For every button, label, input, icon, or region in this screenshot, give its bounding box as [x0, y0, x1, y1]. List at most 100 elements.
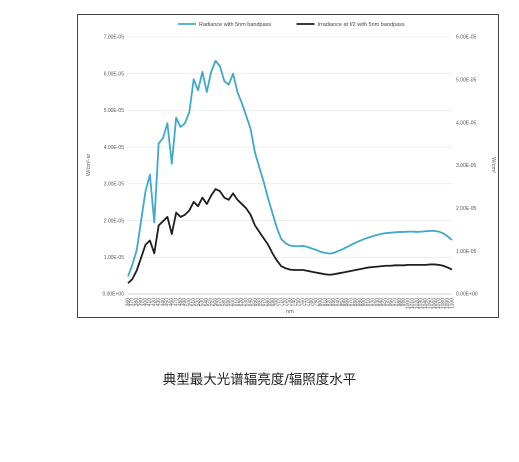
x-tick-label: 730 [287, 298, 293, 307]
x-tick-label: 450 [165, 298, 171, 307]
x-tick-label: 360 [125, 298, 131, 307]
x-tick-label: 870 [349, 298, 355, 307]
x-tick-label: 490 [182, 298, 188, 307]
y-tick-label-left: 1.00E-05 [104, 255, 125, 261]
x-tick-label: 390 [138, 298, 144, 307]
x-tick-label: 840 [335, 298, 341, 307]
series-layer [127, 59, 453, 284]
x-tick-label: 780 [309, 298, 315, 307]
y-tick-label-right: 0.00E+00 [456, 292, 478, 298]
y-tick-label-left: 7.00E-05 [104, 35, 125, 41]
x-tick-label: 860 [344, 298, 350, 307]
y-tick-label-right: 3.00E-05 [456, 163, 477, 169]
x-tick-label: 770 [305, 298, 311, 307]
x-tick-label: 530 [200, 298, 206, 307]
legend-label: Radiance with 5nm bandpass [199, 22, 271, 28]
x-tick-label: 560 [213, 298, 219, 307]
x-tick-label: 680 [265, 298, 271, 307]
y-tick-label-right: 6.00E-05 [456, 35, 477, 41]
right-axis-tick-labels: 0.00E+00 1.00E-05 2.00E-05 3.00E-05 4.00E-05… [456, 35, 478, 298]
x-tick-label: 460 [169, 298, 175, 307]
x-tick-label: 1000 [406, 298, 412, 309]
y-tick-label-left: 2.00E-05 [104, 218, 125, 224]
y-axis-title-left: W/cm²-sr [86, 154, 92, 176]
y-tick-label-right: 4.00E-05 [456, 120, 477, 126]
x-tick-label: 630 [244, 298, 250, 307]
x-tick-label: 520 [195, 298, 201, 307]
x-tick-label: 940 [379, 298, 385, 307]
x-tick-label: 990 [401, 298, 407, 307]
x-tick-label: 760 [300, 298, 306, 307]
x-tick-label: 370 [130, 298, 136, 307]
x-tick-label: 610 [235, 298, 241, 307]
legend-label: Irradiance at f/2 with 5nm bandpass [318, 22, 405, 28]
x-tick-label: 650 [252, 298, 258, 307]
x-tick-label: 1090 [445, 298, 451, 309]
x-tick-label: 710 [279, 298, 285, 307]
x-tick-label: 950 [384, 298, 390, 307]
irradiance-series-line [127, 188, 453, 284]
x-tick-label: 720 [283, 298, 289, 307]
x-tick-label: 920 [370, 298, 376, 307]
x-tick-label: 890 [357, 298, 363, 307]
x-tick-label: 600 [230, 298, 236, 307]
x-tick-label: 1040 [423, 298, 429, 309]
grid-layer [128, 36, 452, 295]
x-tick-label: 690 [270, 298, 276, 307]
x-tick-label: 420 [152, 298, 158, 307]
x-tick-label: 620 [239, 298, 245, 307]
left-axis-tick-labels: 0.00E+00 1.00E-05 2.00E-05 3.00E-05 4.00E-05… [102, 35, 124, 298]
figure-caption: 典型最大光谱辐亮度/辐照度水平 [162, 372, 357, 388]
x-tick-label: 640 [248, 298, 254, 307]
legend: Radiance with 5nm bandpass Irradiance at … [178, 22, 405, 28]
x-tick-label: 470 [173, 298, 179, 307]
x-tick-label: 1050 [427, 298, 433, 309]
y-tick-label-left: 6.00E-05 [104, 71, 125, 77]
x-tick-label: 430 [156, 298, 162, 307]
x-tick-label: 440 [160, 298, 166, 307]
x-tick-label: 790 [314, 298, 320, 307]
y-tick-label-left: 5.00E-05 [104, 108, 125, 114]
x-tick-label: 740 [292, 298, 298, 307]
x-tick-label: 930 [375, 298, 381, 307]
x-tick-label: 800 [318, 298, 324, 307]
x-tick-label: 900 [362, 298, 368, 307]
y-tick-label-left: 0.00E+00 [102, 292, 124, 298]
x-tick-label: 570 [217, 298, 223, 307]
x-tick-label: 820 [327, 298, 333, 307]
x-tick-label: 660 [257, 298, 263, 307]
x-tick-label: 700 [274, 298, 280, 307]
x-tick-label: 510 [191, 298, 197, 307]
x-tick-label: 810 [322, 298, 328, 307]
y-tick-label-right: 1.00E-05 [456, 249, 477, 255]
x-tick-label: 1080 [441, 298, 447, 309]
x-tick-label: 1010 [410, 298, 416, 309]
x-tick-label: 590 [226, 298, 232, 307]
x-tick-label: 1030 [419, 298, 425, 309]
x-tick-label: 960 [388, 298, 394, 307]
x-tick-label: 670 [261, 298, 267, 307]
radiance-series-line [127, 59, 453, 277]
spectral-chart: 0.00E+00 1.00E-05 2.00E-05 3.00E-05 4.00E-05… [86, 22, 496, 315]
y-tick-label-right: 2.00E-05 [456, 206, 477, 212]
x-tick-label: 880 [353, 298, 359, 307]
x-tick-label: 970 [392, 298, 398, 307]
x-axis-title: nm [286, 309, 294, 315]
y-tick-label-left: 3.00E-05 [104, 182, 125, 188]
x-tick-label: 580 [222, 298, 228, 307]
x-tick-label: 1020 [414, 298, 420, 309]
x-tick-label: 500 [187, 298, 193, 307]
x-tick-label: 480 [178, 298, 184, 307]
x-tick-label: 750 [296, 298, 302, 307]
x-tick-label: 540 [204, 298, 210, 307]
x-tick-label: 380 [134, 298, 140, 307]
x-tick-label: 1070 [436, 298, 442, 309]
x-tick-label: 550 [208, 298, 214, 307]
x-tick-label: 850 [340, 298, 346, 307]
x-tick-label: 1060 [432, 298, 438, 309]
chart-frame: 0.00E+00 1.00E-05 2.00E-05 3.00E-05 4.00E-05… [77, 14, 499, 318]
x-tick-label: 980 [397, 298, 403, 307]
y-tick-label-left: 4.00E-05 [104, 145, 125, 151]
x-tick-label: 830 [331, 298, 337, 307]
x-tick-label: 1100 [449, 298, 455, 309]
